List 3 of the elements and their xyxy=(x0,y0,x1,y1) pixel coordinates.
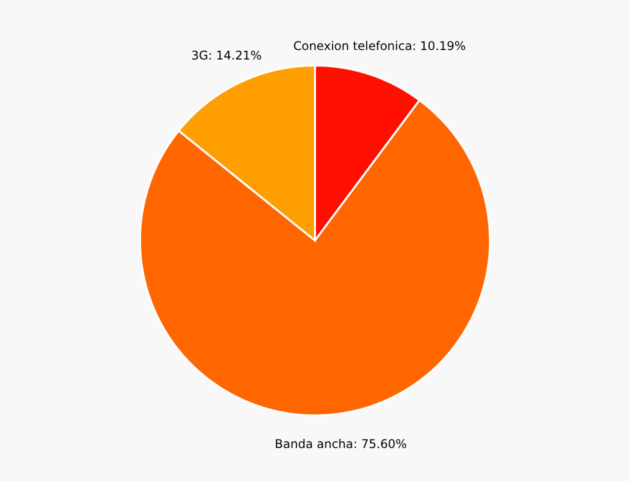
slice-label: 3G: 14.21% xyxy=(191,48,262,63)
slice-label: Banda ancha: 75.60% xyxy=(274,436,407,451)
slice-label: Conexion telefonica: 10.19% xyxy=(293,38,466,53)
